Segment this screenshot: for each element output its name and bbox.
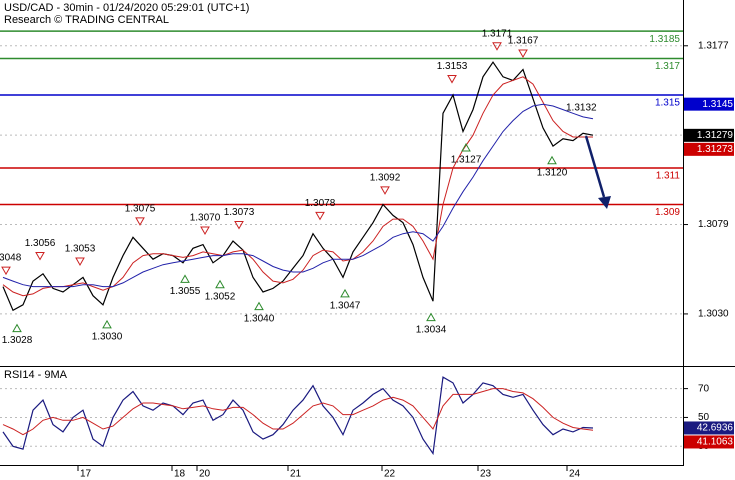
series-line — [2, 76, 593, 297]
rsi-title: RSI14 - 9MA — [4, 369, 68, 381]
marker-label: 1.3028 — [2, 335, 33, 346]
x-tick-label: 24 — [569, 469, 581, 480]
level-label: 1.309 — [655, 207, 680, 218]
series-line — [2, 388, 594, 436]
marker-label: 1.3070 — [190, 213, 221, 224]
marker-label: 1.3053 — [65, 244, 96, 255]
y-tick-label: 70 — [698, 383, 710, 394]
marker-label: 1.3040 — [244, 313, 275, 324]
x-tick-label: 21 — [290, 469, 302, 480]
low-marker — [180, 274, 190, 283]
forecast-arrow — [584, 135, 606, 198]
high-marker — [200, 226, 210, 235]
y-tick-label: 1.3177 — [698, 40, 729, 51]
marker-label: 1.3055 — [170, 286, 201, 297]
value-box-label: 41.1063 — [697, 437, 734, 448]
marker-label: 1.3078 — [305, 198, 336, 209]
marker-label: 1.3127 — [451, 155, 482, 166]
marker-label: 1.3092 — [370, 172, 401, 183]
level-label: 1.311 — [656, 171, 681, 182]
low-marker — [340, 288, 350, 298]
high-marker — [315, 211, 325, 221]
high-marker — [234, 220, 244, 230]
marker-label: 1.3153 — [437, 61, 468, 72]
x-tick-label: 23 — [480, 469, 492, 480]
marker-label: 1.3120 — [537, 167, 568, 178]
value-box-label: 1.31279 — [697, 130, 734, 141]
high-marker — [492, 42, 502, 51]
x-tick-label: 17 — [80, 469, 92, 480]
series-line — [2, 376, 594, 456]
value-box — [684, 142, 734, 156]
level-label: 1.3185 — [649, 34, 680, 45]
y-tick-label: 1.3079 — [698, 219, 729, 230]
y-tick-label: 50 — [698, 412, 710, 423]
marker-label: 1.3048 — [0, 253, 22, 264]
series-line — [2, 61, 594, 312]
marker-label: 1.3171 — [482, 28, 513, 39]
x-tick-label: 20 — [199, 469, 211, 480]
high-marker — [380, 186, 390, 195]
marker-label: 1.3075 — [125, 203, 156, 214]
low-marker — [254, 301, 264, 311]
chart-subtitle: Research © TRADING CENTRAL — [4, 14, 169, 26]
x-tick-label: 18 — [174, 469, 186, 480]
high-marker — [447, 75, 457, 84]
value-box-label: 1.31273 — [697, 144, 734, 155]
marker-label: 1.3047 — [330, 301, 361, 312]
low-marker — [461, 142, 471, 152]
value-box-label: 42.6936 — [697, 423, 734, 434]
marker-label: 1.3056 — [25, 238, 56, 249]
low-marker — [547, 155, 557, 165]
value-box — [684, 421, 734, 435]
level-label: 1.317 — [655, 61, 680, 72]
high-marker — [35, 251, 45, 261]
marker-label: 1.3030 — [92, 332, 123, 343]
value-box-label: 1.3145 — [702, 99, 733, 110]
marker-label: 1.3073 — [224, 207, 255, 218]
high-marker — [518, 49, 528, 59]
chart-title: USD/CAD - 30min - 01/24/2020 05:29:01 (U… — [4, 2, 249, 14]
low-marker — [215, 279, 225, 289]
level-label: 1.315 — [655, 98, 680, 109]
y-tick-label: 1.3030 — [698, 309, 729, 320]
low-marker — [12, 323, 22, 333]
value-box — [684, 97, 734, 111]
high-marker — [1, 266, 11, 276]
plot: 1.31771.31281.30791.30301.31851.3171.315… — [0, 28, 734, 480]
value-box — [684, 128, 734, 142]
forecast-arrowhead — [598, 196, 611, 209]
marker-label: 1.3167 — [508, 36, 539, 47]
marker-label: 1.3052 — [205, 291, 236, 302]
value-box — [684, 435, 734, 449]
low-marker — [426, 312, 436, 322]
target-label: 1.3132 — [566, 103, 597, 114]
high-marker — [135, 217, 145, 226]
high-marker — [75, 257, 85, 266]
series-line — [2, 103, 594, 288]
marker-label: 1.3034 — [416, 324, 447, 335]
x-tick-label: 22 — [384, 469, 396, 480]
low-marker — [102, 319, 112, 329]
